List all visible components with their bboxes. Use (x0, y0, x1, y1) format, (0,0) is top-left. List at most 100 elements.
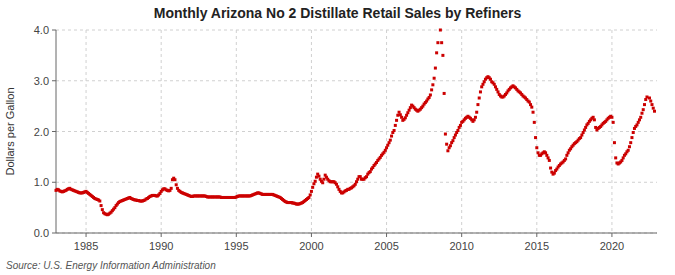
point (549, 167, 552, 170)
point (653, 110, 656, 113)
chart: 1985 1990 1995 2000 2005 2010 2015 2020 0.0 1.0 2.… (0, 0, 675, 275)
x-grid-line (311, 30, 312, 233)
point (393, 129, 396, 132)
x-grid-line (611, 30, 612, 233)
x-tick (536, 233, 537, 237)
point (630, 136, 633, 139)
point (612, 121, 615, 124)
point (439, 29, 442, 32)
point (100, 204, 103, 207)
y-tick (52, 80, 56, 81)
point (652, 107, 655, 110)
point (321, 181, 324, 184)
x-tick (611, 233, 612, 237)
point (474, 116, 477, 119)
y-grid-line (56, 30, 657, 31)
point (614, 156, 617, 159)
x-tick-label: 2005 (374, 240, 398, 252)
y-tick-label: 4.0 (34, 24, 49, 36)
x-tick (236, 233, 237, 237)
point (309, 193, 312, 196)
point (435, 51, 438, 54)
x-tick-label: 2000 (299, 240, 323, 252)
point (390, 135, 393, 138)
y-grid-line (56, 131, 657, 132)
point (173, 178, 176, 181)
point (476, 103, 479, 106)
x-tick-label: 1995 (224, 240, 248, 252)
point (639, 116, 642, 119)
x-tick (86, 233, 87, 237)
point (317, 175, 320, 178)
point (613, 141, 616, 144)
point (648, 97, 651, 100)
y-axis-line (56, 30, 57, 233)
point (445, 143, 448, 146)
point (98, 200, 101, 203)
point (479, 90, 482, 93)
point (440, 41, 443, 44)
point (642, 108, 645, 111)
x-axis-line (56, 233, 657, 234)
point (548, 159, 551, 162)
y-tick (52, 131, 56, 132)
point (632, 131, 635, 134)
points (55, 29, 656, 217)
point (532, 111, 535, 114)
point (311, 186, 314, 189)
point (441, 54, 444, 57)
page: {"chart_data": { "type": "scatter", "tit… (0, 0, 675, 275)
y-grid-line (56, 233, 657, 234)
point (170, 187, 173, 190)
point (429, 93, 432, 96)
x-tick-label: 2010 (449, 240, 473, 252)
title: Monthly Arizona No 2 Distillate Retail S… (154, 5, 522, 21)
y-tick-label: 1.0 (34, 176, 49, 188)
x-tick (161, 233, 162, 237)
point (533, 121, 536, 124)
x-tick-label: 1985 (74, 240, 98, 252)
y-tick-label: 3.0 (34, 75, 49, 87)
point (459, 124, 462, 127)
y-grid-line (56, 80, 657, 81)
point (535, 146, 538, 149)
point (449, 144, 452, 147)
y-axis-label: Dollars per Gallon (4, 87, 16, 175)
point (456, 129, 459, 132)
point (610, 116, 613, 119)
x-tick-label: 2020 (600, 240, 624, 252)
point (593, 118, 596, 121)
point (431, 83, 434, 86)
x-tick (461, 233, 462, 237)
point (530, 106, 533, 109)
point (446, 149, 449, 152)
y-tick-label: 0.0 (34, 227, 49, 239)
point (451, 139, 454, 142)
point (475, 111, 478, 114)
point (443, 92, 446, 95)
y-tick-label: 2.0 (34, 126, 49, 138)
point (643, 103, 646, 106)
source-note: Source: U.S. Energy Information Administ… (6, 260, 216, 271)
point (389, 139, 392, 142)
x-grid-line (461, 30, 462, 233)
y-tick (52, 182, 56, 183)
x-tick-label: 1990 (149, 240, 173, 252)
point (395, 119, 398, 122)
point (628, 145, 631, 148)
point (101, 208, 104, 211)
x-tick (386, 233, 387, 237)
point (444, 133, 447, 136)
point (310, 190, 313, 193)
y-tick (52, 30, 56, 31)
point (430, 88, 433, 91)
point (433, 77, 436, 80)
point (534, 136, 537, 139)
point (640, 112, 643, 115)
axes: 1985 1990 1995 2000 2005 2010 2015 2020 0.0 1.0 2.… (34, 24, 657, 252)
point (478, 97, 481, 100)
x-tick (311, 233, 312, 237)
point (649, 100, 652, 103)
x-tick-label: 2015 (525, 240, 549, 252)
point (627, 149, 630, 152)
